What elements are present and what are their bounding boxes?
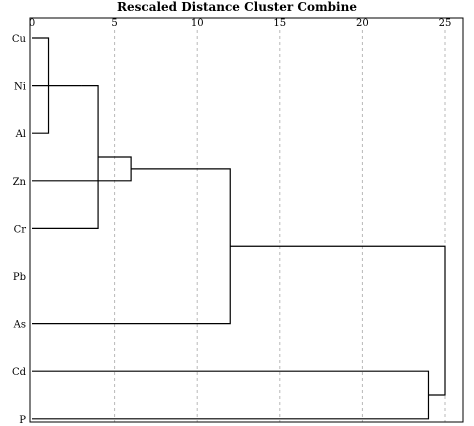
dendrogram-branches: [32, 37, 446, 420]
leaf-label-zn: Zn: [13, 177, 27, 188]
chart-title: Rescaled Distance Cluster Combine: [117, 0, 357, 14]
plot-frame: [29, 17, 464, 423]
leaf-label-cr: Cr: [14, 224, 27, 235]
x-tick-label-10: 10: [191, 18, 204, 29]
leaf-label-as: As: [13, 320, 26, 331]
leaf-label-cd: Cd: [12, 367, 27, 378]
x-tick-label-25: 25: [439, 18, 452, 29]
tick-labels: 0 5 10 15 20 25: [29, 18, 452, 29]
dendrogram-link-6: [32, 370, 430, 420]
leaf-label-al: Al: [15, 129, 26, 140]
dendrogram-link-5: [32, 168, 231, 325]
x-tick-label-15: 15: [273, 18, 286, 29]
leaf-label-p: P: [19, 415, 26, 426]
leaf-label-cu: Cu: [12, 34, 27, 45]
x-tick-label-0: 0: [29, 18, 35, 29]
x-tick-label-20: 20: [356, 18, 369, 29]
x-tick-label-5: 5: [111, 18, 117, 29]
leaf-label-pb: Pb: [13, 272, 26, 283]
leaf-label-ni: Ni: [14, 82, 26, 93]
dendrogram-link-7: [230, 245, 446, 396]
grid-layer: [114, 30, 446, 422]
leaf-labels: Cu Ni Al Zn Cr Pb As Cd P: [12, 34, 27, 426]
dendrogram-link-4: [32, 156, 132, 182]
dendrogram-link-3: [32, 85, 99, 229]
